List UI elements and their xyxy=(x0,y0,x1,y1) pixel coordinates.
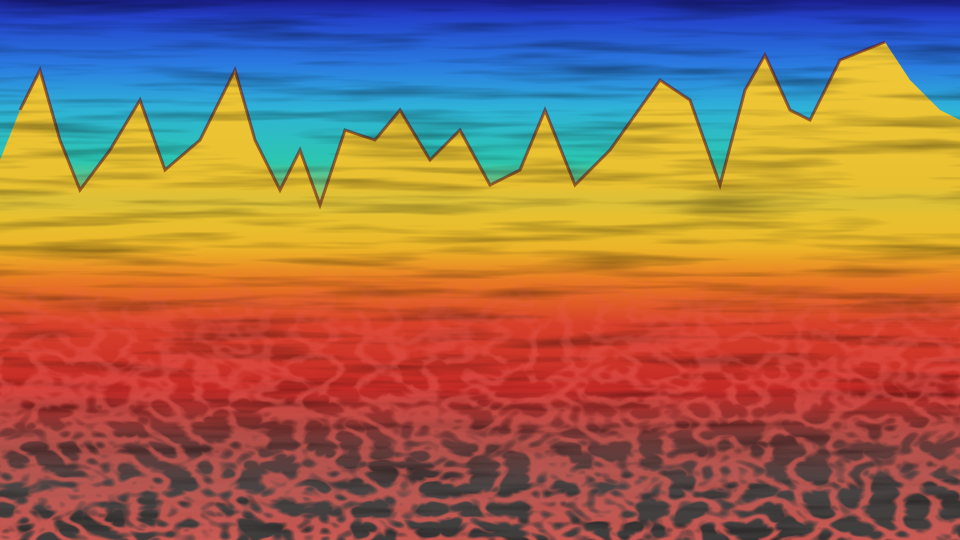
reflector-texture xyxy=(0,260,960,540)
